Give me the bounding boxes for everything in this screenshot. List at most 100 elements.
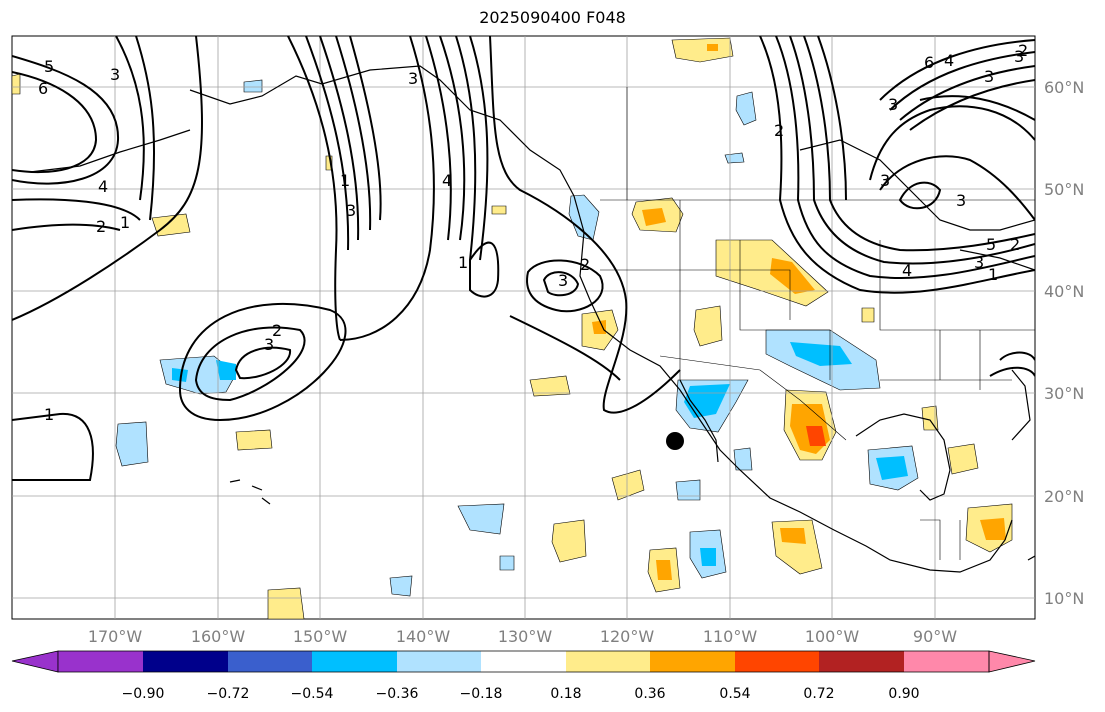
lon-tick-label: 120°W <box>600 627 655 646</box>
anomaly-patch <box>499 555 515 571</box>
lon-tick-label: 100°W <box>805 627 860 646</box>
political-borders <box>600 87 1035 560</box>
contour-label: 2 <box>272 321 282 340</box>
contour-label: 3 <box>558 271 568 290</box>
colorbar-tick-label: 0.18 <box>550 686 581 702</box>
contour-label: 3 <box>1014 47 1024 66</box>
anomaly-patch <box>707 44 718 51</box>
anomaly-patch <box>780 528 806 544</box>
colorbar-segment <box>397 651 481 672</box>
lon-tick-label: 170°W <box>88 627 143 646</box>
anomaly-patch <box>921 405 939 431</box>
contour-label: 1 <box>988 265 998 284</box>
anomaly-patch <box>491 205 507 215</box>
colorbar-segment <box>228 651 312 672</box>
anomaly-patch <box>243 79 263 93</box>
contour-label: 3 <box>984 67 994 86</box>
anomaly-patch <box>151 213 191 237</box>
colorbar-segment <box>735 651 819 672</box>
colorbar-segment <box>819 651 904 672</box>
anomaly-patch <box>724 152 745 164</box>
contour-label: 2 <box>1010 235 1020 254</box>
lat-tick-label: 50°N <box>1044 180 1084 199</box>
contour-label: 3 <box>110 65 120 84</box>
longitude-labels: 170°W 160°W 150°W 140°W 130°W 120°W 110°… <box>88 627 957 646</box>
lon-tick-label: 90°W <box>913 627 957 646</box>
anomaly-patch <box>12 73 21 95</box>
contour-label: 6 <box>924 53 934 72</box>
colorbar-segment <box>650 651 735 672</box>
anomaly-patch <box>159 355 237 395</box>
anomaly-patch <box>733 447 753 471</box>
lat-tick-label: 10°N <box>1044 589 1084 608</box>
colorbar-segment <box>566 651 650 672</box>
contour-label: 2 <box>1018 41 1028 60</box>
anomaly-patch <box>656 560 672 580</box>
anomaly-patch <box>735 91 757 126</box>
contour-lines <box>12 36 1035 481</box>
colorbar-segment <box>58 651 143 672</box>
black-dot-marker <box>666 432 684 450</box>
contour-label: 6 <box>38 79 48 98</box>
colorbar-max-arrow <box>988 650 1036 673</box>
anomaly-patch <box>389 575 413 597</box>
colorbar-tick-labels: −0.90 −0.72 −0.54 −0.36 −0.18 0.18 0.36 … <box>122 686 920 702</box>
lon-tick-label: 130°W <box>498 627 553 646</box>
colorbar-tick-label: 0.90 <box>888 686 919 702</box>
contour-label: 3 <box>974 253 984 272</box>
contour-label: 1 <box>120 213 130 232</box>
anomaly-patch <box>980 518 1006 540</box>
anomaly-patch <box>861 307 875 323</box>
contour-label: 2 <box>774 121 784 140</box>
contour-label: 4 <box>902 261 912 280</box>
anomaly-patch <box>235 429 273 451</box>
anomaly-patch <box>551 519 587 563</box>
anomaly-patch <box>790 342 852 366</box>
contour-label: 1 <box>340 171 350 190</box>
contour-label: 3 <box>264 335 274 354</box>
contour-label: 3 <box>408 69 418 88</box>
anomaly-patch <box>611 469 645 501</box>
colorbar <box>11 650 1036 673</box>
anomaly-patch <box>592 320 606 334</box>
latitude-labels: 60°N 50°N 40°N 30°N 20°N 10°N <box>1044 78 1084 608</box>
colorbar-tick-label: −0.72 <box>207 686 250 702</box>
anomaly-patch <box>684 384 730 418</box>
colorbar-tick-label: −0.18 <box>460 686 503 702</box>
colorbar-segment <box>481 651 566 672</box>
anomaly-patch <box>675 479 701 501</box>
lat-tick-label: 20°N <box>1044 487 1084 506</box>
contour-label: 4 <box>442 171 452 190</box>
lon-tick-label: 150°W <box>293 627 348 646</box>
contour-label: 3 <box>956 191 966 210</box>
colorbar-segment <box>904 651 989 672</box>
anomaly-patch <box>642 208 666 226</box>
lon-tick-label: 140°W <box>396 627 451 646</box>
anomaly-shading <box>12 37 1013 619</box>
anomaly-patch <box>267 587 305 619</box>
colorbar-tick-label: −0.54 <box>291 686 334 702</box>
contour-label: 3 <box>346 201 356 220</box>
contour-label: 3 <box>888 95 898 114</box>
anomaly-patch <box>529 375 571 397</box>
anomaly-patch <box>115 421 149 467</box>
anomaly-patch <box>700 548 716 566</box>
anomaly-patch <box>216 360 236 380</box>
colorbar-segment <box>312 651 397 672</box>
contour-label: 2 <box>580 255 590 274</box>
lat-tick-label: 60°N <box>1044 78 1084 97</box>
anomaly-patch <box>693 305 723 347</box>
lon-tick-label: 110°W <box>703 627 758 646</box>
anomaly-patch <box>947 443 979 475</box>
colorbar-tick-label: −0.36 <box>376 686 419 702</box>
lat-tick-label: 30°N <box>1044 384 1084 403</box>
contour-label: 4 <box>98 177 108 196</box>
anomaly-patch <box>806 426 826 446</box>
contour-label: 4 <box>944 51 954 70</box>
contour-label: 1 <box>44 405 54 424</box>
colorbar-tick-label: 0.36 <box>634 686 665 702</box>
colorbar-tick-label: 0.72 <box>803 686 834 702</box>
lon-tick-label: 160°W <box>191 627 246 646</box>
coastlines <box>29 65 1035 573</box>
